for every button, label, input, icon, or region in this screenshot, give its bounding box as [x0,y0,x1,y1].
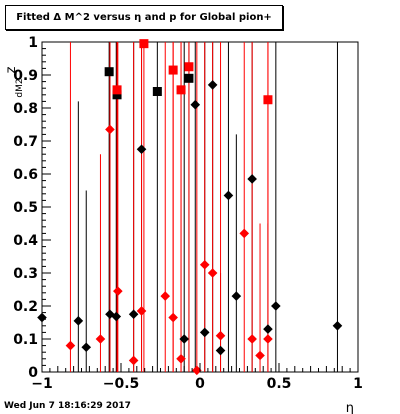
data-point-diamond [332,321,343,331]
data-point-diamond [263,324,273,334]
data-point-diamond [231,291,242,301]
data-point-diamond [128,309,139,320]
y-axis-title-sub: dM2 [15,78,25,97]
data-point-diamond [247,334,257,344]
data-point-diamond [65,340,76,351]
data-point-diamond [263,334,273,344]
y-tick-label: 0.5 [13,200,38,216]
data-point-square [184,62,194,72]
data-point-square [152,87,162,96]
timestamp: Wed Jun 7 18:16:29 2017 [4,401,131,411]
data-point-diamond [136,306,147,316]
plot-frame [41,41,359,373]
data-markers [37,39,343,376]
data-point-diamond [215,330,226,341]
x-tick-label: 1 [353,376,363,392]
y-axis: 0 0.1 0.2 0.3 0.4 0.5 0.6 0.7 0.8 0.9 1 [13,35,51,381]
y-tick-label: 0 [28,365,38,381]
data-point-diamond [160,291,171,301]
data-point-diamond [199,327,210,338]
data-point-diamond [81,342,92,353]
y-tick-label: 0.8 [13,101,38,117]
data-point-square [112,90,122,100]
data-point-square [139,39,149,49]
y-tick-label: 0.4 [13,233,38,249]
data-point-diamond [113,286,123,296]
data-point-diamond [215,345,226,356]
y-tick-label: 1 [28,35,38,51]
data-point-diamond [37,312,47,323]
data-point-diamond [239,228,250,239]
y-tick-label: 0.1 [13,332,38,348]
x-tick-label: −1 [31,376,52,392]
data-point-square [184,73,194,83]
y-tick-label: 0.3 [13,266,38,282]
data-point-diamond [223,190,234,201]
data-point-diamond [73,316,84,326]
x-tick-label: 0 [195,376,205,392]
error-bars [41,42,338,372]
y-tick-label: 0.7 [13,134,38,150]
data-point-diamond [192,365,202,376]
data-point-diamond [128,355,139,366]
data-point-square [112,85,122,95]
data-point-diamond [247,174,257,184]
data-point-diamond [176,354,186,364]
x-axis-title: η [346,401,354,414]
y-tick-label: 0.2 [13,299,38,315]
data-point-diamond [199,259,210,270]
y-axis-title-main: z [4,66,19,73]
data-point-diamond [95,334,106,344]
chart-title: Fitted Δ M^2 versus η and p for Global p… [16,12,272,23]
data-point-square [176,85,186,95]
data-point-diamond [179,334,189,344]
data-point-diamond [207,80,218,90]
data-point-square [168,65,178,75]
x-axis: −1 −0.5 0 0.5 1 [31,363,363,392]
data-point-diamond [105,124,115,135]
data-point-diamond [207,268,218,278]
y-tick-label: 0.6 [13,167,38,183]
y-axis-title: z dM2 [4,66,25,97]
x-tick-label: 0.5 [267,376,292,392]
data-point-diamond [271,301,281,311]
data-point-diamond [190,99,201,110]
data-point-diamond [136,144,147,155]
chart-title-box: Fitted Δ M^2 versus η and p for Global p… [5,5,283,30]
data-point-diamond [168,312,178,323]
x-tick-label: −0.5 [103,376,140,392]
data-point-diamond [255,350,265,361]
data-point-square [104,67,114,77]
data-point-square [263,95,273,105]
y-tick-label: 0.9 [13,68,38,84]
data-point-diamond [111,311,122,322]
